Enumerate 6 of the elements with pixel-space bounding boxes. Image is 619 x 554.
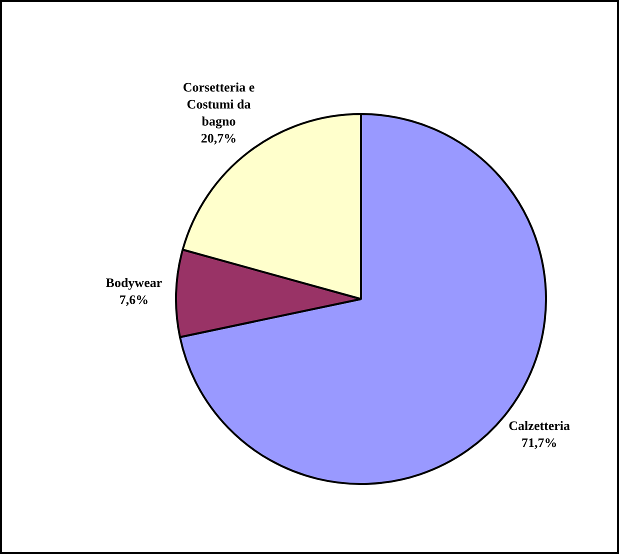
slice-label: Calzetteria <box>508 418 571 433</box>
slice-label: Corsetteria e Costumi da bagno <box>182 79 255 128</box>
data-label: 20,7% <box>200 130 237 146</box>
slice-label: Bodywear <box>106 275 162 290</box>
data-label: 71,7% <box>521 434 558 450</box>
data-label: 7,6% <box>119 292 149 308</box>
